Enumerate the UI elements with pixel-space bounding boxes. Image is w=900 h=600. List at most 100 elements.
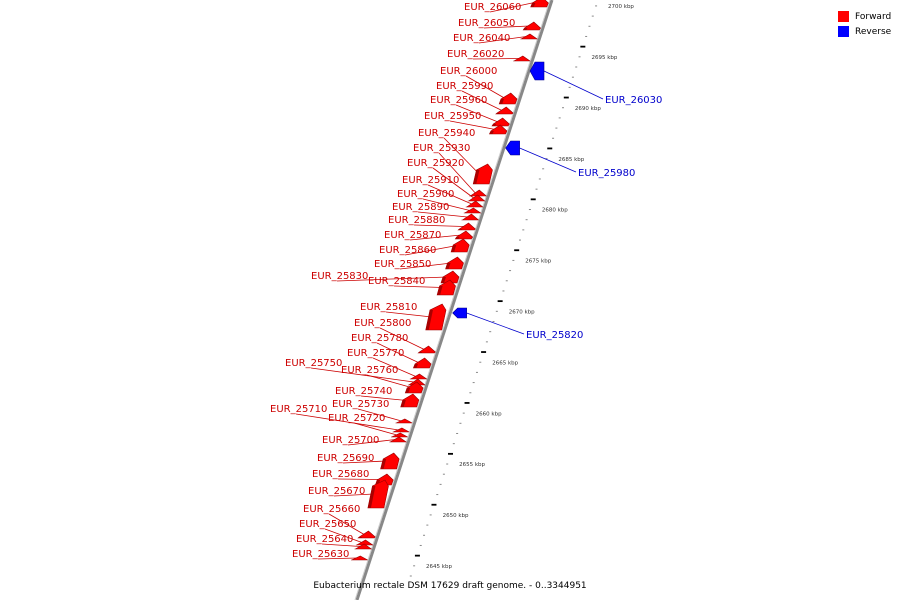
forward-gene-label: EUR_25740: [335, 386, 392, 397]
forward-gene-label: EUR_25860: [379, 245, 436, 256]
scale-tick-label: 2645 kbp: [426, 564, 452, 570]
forward-gene-label: EUR_25920: [407, 158, 464, 169]
forward-gene-shade: [473, 170, 480, 184]
scale-tick-label: 2700 kbp: [608, 4, 634, 10]
forward-gene-shade: [489, 131, 494, 134]
forward-gene-shade: [413, 364, 419, 368]
forward-label-line: [372, 357, 416, 377]
genome-backbone: [355, 0, 554, 600]
backbone-layer: [354, 0, 554, 600]
forward-label-line: [427, 184, 472, 205]
forward-label-line: [472, 58, 520, 60]
forward-gene-feature: [400, 393, 420, 408]
forward-gene-shade: [523, 28, 528, 30]
forward-label-line: [399, 262, 452, 270]
forward-gene-label: EUR_25680: [312, 469, 369, 480]
forward-gene-label: EUR_25900: [397, 189, 454, 200]
forward-gene-feature: [409, 373, 428, 380]
forward-gene-feature: [498, 92, 518, 105]
forward-label-line: [455, 104, 499, 123]
reverse-gene-label: EUR_25980: [578, 168, 635, 179]
forward-gene-feature: [392, 427, 410, 433]
genome-backbone-highlight: [354, 0, 551, 600]
forward-gene-label: EUR_25840: [368, 276, 425, 287]
forward-gene-label: EUR_25770: [347, 348, 404, 359]
forward-label-line: [393, 285, 444, 288]
forward-label-line: [478, 36, 527, 44]
forward-gene-feature: [495, 106, 514, 115]
forward-gene-feature: [454, 230, 474, 240]
forward-gene-label: EUR_26040: [453, 33, 510, 44]
forward-gene-feature: [472, 163, 493, 185]
forward-gene-feature: [351, 555, 368, 561]
forward-gene-label: EUR_25750: [285, 358, 342, 369]
forward-label-line: [342, 460, 387, 464]
forward-gene-label: EUR_25890: [392, 202, 449, 213]
legend-reverse: Reverse: [838, 24, 891, 39]
forward-gene-shade: [499, 99, 504, 104]
forward-label-line: [353, 422, 398, 436]
forward-gene-label: EUR_25640: [296, 534, 353, 545]
forward-gene-label: EUR_25800: [354, 318, 411, 329]
scale-tick-label: 2660 kbp: [476, 411, 502, 417]
forward-gene-label: EUR_25660: [303, 504, 360, 515]
forward-gene-feature: [440, 270, 460, 284]
forward-label-line: [336, 276, 448, 282]
gene-layer: [351, 0, 549, 561]
forward-gene-label: EUR_25760: [341, 365, 398, 376]
scale-tick-label: 2680 kbp: [542, 208, 568, 214]
forward-label-line: [347, 439, 396, 446]
forward-swatch: [838, 11, 849, 22]
forward-gene-label: EUR_25930: [413, 143, 470, 154]
forward-label-line: [360, 395, 407, 401]
forward-gene-shade: [358, 537, 363, 538]
forward-gene-label: EUR_26060: [464, 2, 521, 13]
forward-label-line: [310, 367, 414, 383]
forward-label-line: [438, 152, 476, 194]
forward-label-line: [489, 1, 537, 13]
forward-label-line: [465, 75, 506, 99]
forward-label-line: [366, 374, 412, 388]
forward-gene-feature: [469, 189, 488, 197]
forward-gene-label: EUR_25670: [308, 486, 365, 497]
forward-gene-label: EUR_25700: [322, 435, 379, 446]
forward-label-line: [324, 528, 363, 543]
scale-tick-label: 2655 kbp: [459, 462, 485, 468]
genome-title: Eubacterium rectale DSM 17629 draft geno…: [313, 581, 586, 591]
scale-tick-label: 2665 kbp: [492, 360, 518, 366]
reverse-gene-feature: [452, 307, 467, 319]
reverse-label-line: [466, 312, 525, 335]
reverse-legend-label: Reverse: [855, 26, 892, 37]
forward-label-line: [321, 543, 361, 547]
forward-gene-label: EUR_25910: [402, 175, 459, 186]
forward-gene-shade: [437, 286, 443, 295]
reverse-swatch: [838, 26, 849, 37]
forward-gene-shade: [441, 277, 446, 283]
forward-gene-label: EUR_25710: [270, 404, 327, 415]
forward-label-line: [379, 327, 425, 350]
forward-label-line: [413, 224, 465, 227]
forward-gene-label: EUR_25690: [317, 453, 374, 464]
forward-gene-label: EUR_26050: [458, 18, 515, 29]
forward-gene-shade: [458, 229, 463, 230]
forward-label-line: [357, 408, 402, 422]
label-line-layer: [295, 1, 604, 560]
forward-gene-label: EUR_25870: [384, 230, 441, 241]
forward-label-line: [295, 413, 399, 431]
forward-gene-shade: [451, 245, 457, 252]
forward-gene-feature: [461, 213, 480, 221]
forward-gene-feature: [395, 418, 413, 424]
forward-gene-feature: [417, 345, 436, 354]
forward-gene-feature: [450, 238, 470, 253]
forward-gene-label: EUR_25960: [430, 95, 487, 106]
forward-gene-shade: [418, 352, 423, 353]
reverse-gene-label: EUR_25820: [526, 330, 583, 341]
forward-label-line: [449, 120, 496, 130]
forward-gene-shade: [492, 124, 497, 126]
forward-gene-label: EUR_25940: [418, 128, 475, 139]
forward-gene-feature: [463, 207, 482, 214]
scale-tick-label: 2670 kbp: [509, 310, 535, 316]
forward-gene-shade: [380, 459, 387, 469]
forward-label-line: [376, 342, 420, 364]
